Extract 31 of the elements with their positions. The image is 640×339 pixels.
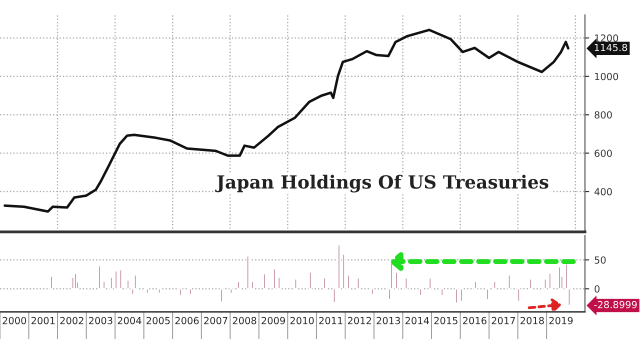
x-tick-label: 2005 (146, 316, 170, 324)
x-tick-label: 2014 (405, 316, 429, 324)
x-tick-label: 2002 (60, 316, 84, 324)
line-series (4, 28, 570, 213)
y-tick-label: 1200 (595, 34, 618, 42)
y-tick-label: 400 (594, 188, 612, 196)
y-tick-label: 0 (594, 285, 600, 293)
x-tick-label: 2017 (492, 316, 515, 324)
y-tick-label: 1000 (595, 72, 618, 80)
x-tick-label: 2012 (348, 316, 372, 324)
x-tick-label: 2019 (549, 316, 573, 324)
text: Japan Holdings Of US Treasuries (215, 174, 548, 192)
x-tick-label: 2010 (290, 316, 314, 324)
x-tick-label: 2003 (89, 316, 112, 324)
annotation: 1145.8 (594, 44, 628, 52)
y-tick-label: 800 (594, 111, 612, 119)
x-tick-label: 2015 (434, 316, 458, 324)
x-tick-label: 2011 (319, 316, 342, 324)
x-tick-label: 2006 (175, 316, 199, 324)
y-tick-label: 50 (594, 256, 606, 264)
annotation: -28.8999 (594, 300, 637, 308)
x-tick-label: 2016 (463, 316, 486, 324)
x-tick-label: 2001 (31, 316, 55, 324)
x-tick-label: 2007 (204, 316, 228, 324)
x-tick-label: 2013 (376, 316, 400, 324)
x-tick-label: 2018 (520, 316, 544, 324)
x-tick-label: 2008 (232, 316, 256, 324)
x-tick-label: 2004 (118, 316, 142, 324)
y-tick-label: 600 (594, 150, 612, 157)
x-tick-label: 2009 (262, 316, 285, 324)
x-tick-label: 2000 (2, 316, 26, 324)
